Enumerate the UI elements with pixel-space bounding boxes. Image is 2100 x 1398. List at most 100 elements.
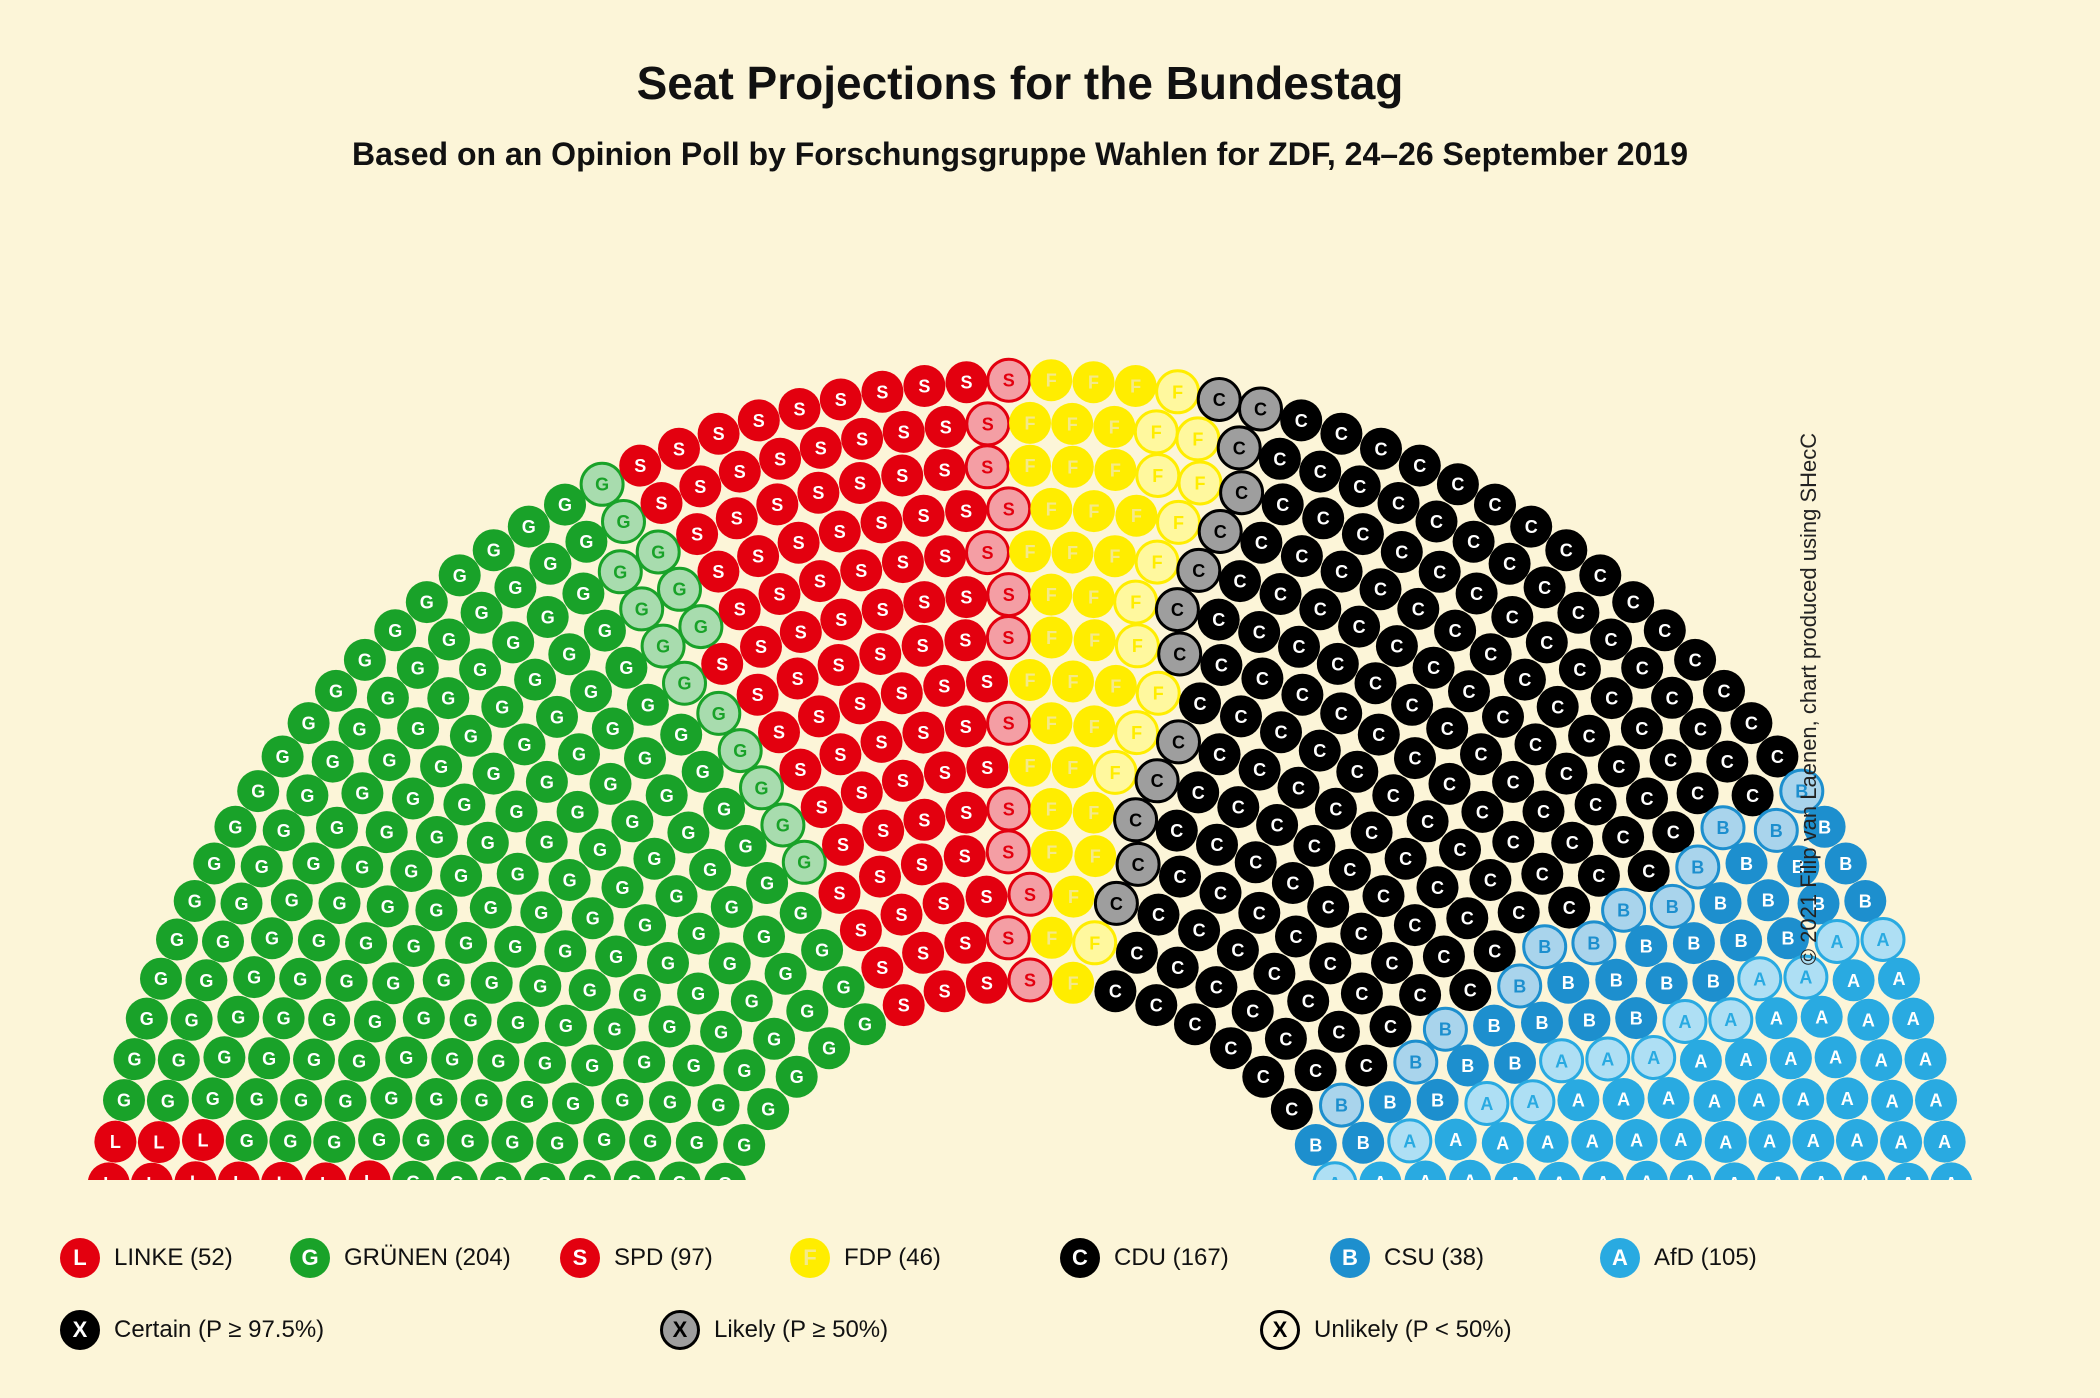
svg-text:S: S [939, 982, 951, 1002]
svg-text:A: A [1753, 969, 1766, 989]
seat-linke: L [261, 1162, 303, 1180]
seat-afd: A [1924, 1121, 1966, 1163]
svg-text:G: G [559, 1016, 573, 1036]
svg-text:C: C [1551, 697, 1564, 717]
seat-gruenen: G [402, 1119, 444, 1161]
seat-spd: S [676, 513, 718, 555]
svg-text:F: F [1152, 553, 1163, 573]
seat-cdu: C [1345, 1045, 1387, 1087]
svg-text:A: A [1841, 1089, 1854, 1109]
seat-cdu: C [1568, 715, 1610, 757]
seat-gruenen: G [703, 788, 745, 830]
seat-csu: B [1677, 846, 1719, 888]
seat-afd: A [1541, 1040, 1583, 1082]
seat-gruenen: G [339, 708, 381, 750]
seat-gruenen: G [595, 936, 637, 978]
seat-gruenen: G [427, 677, 469, 719]
seat-cdu: C [1177, 771, 1219, 813]
svg-text:G: G [754, 778, 768, 798]
seat-afd: A [1816, 921, 1858, 963]
seat-afd: A [1844, 1161, 1886, 1180]
seat-cdu: C [1370, 1006, 1412, 1048]
seat-gruenen: G [601, 1079, 643, 1121]
svg-text:F: F [1046, 628, 1057, 648]
svg-text:G: G [355, 858, 369, 878]
svg-text:G: G [711, 1096, 725, 1116]
svg-text:C: C [1503, 554, 1516, 574]
seat-fdp: F [1051, 403, 1093, 445]
legend-afd: AAfD (105) [1600, 1238, 1757, 1278]
confidence-label-0: Certain (P ≥ 97.5%) [114, 1316, 324, 1344]
svg-text:G: G [355, 784, 369, 804]
seat-cdu: C [1706, 741, 1748, 783]
seat-afd: A [1482, 1122, 1524, 1164]
seat-gruenen: G [741, 767, 783, 809]
svg-text:C: C [1351, 762, 1364, 782]
svg-text:C: C [1192, 783, 1205, 803]
svg-text:B: B [1610, 970, 1623, 990]
svg-text:C: C [1642, 862, 1655, 882]
seat-fdp: F [1136, 541, 1178, 583]
svg-text:C: C [1246, 1001, 1259, 1021]
seat-gruenen: G [403, 997, 445, 1039]
seat-spd: S [862, 589, 904, 631]
svg-text:G: G [558, 942, 572, 962]
seat-cdu: C [1449, 969, 1491, 1011]
seat-gruenen: G [642, 625, 684, 667]
seat-gruenen: G [677, 973, 719, 1015]
seat-fdp: F [1177, 418, 1219, 460]
seat-gruenen: G [571, 1045, 613, 1087]
seat-gruenen: G [374, 609, 416, 651]
seat-fdp: F [1030, 488, 1072, 530]
svg-text:C: C [1536, 864, 1549, 884]
svg-text:S: S [834, 745, 846, 765]
svg-text:G: G [672, 580, 686, 600]
seat-cdu: C [1196, 824, 1238, 866]
seat-csu: B [1726, 842, 1768, 884]
seat-fdp: F [1093, 406, 1135, 448]
seat-cdu: C [1621, 707, 1663, 749]
seat-cdu: C [1336, 751, 1378, 793]
svg-text:C: C [1213, 390, 1226, 410]
seat-gruenen: G [140, 958, 182, 1000]
seat-spd: S [946, 361, 988, 403]
svg-text:G: G [669, 887, 683, 907]
legend-dot-spd: S [560, 1238, 600, 1278]
svg-text:A: A [1640, 1172, 1653, 1180]
seat-cdu: C [1240, 388, 1282, 430]
seat-spd: S [945, 705, 987, 747]
svg-text:G: G [352, 720, 366, 740]
svg-text:F: F [1110, 461, 1121, 481]
svg-text:G: G [277, 821, 291, 841]
svg-text:L: L [110, 1132, 121, 1152]
page-title: Seat Projections for the Bundestag [0, 56, 2040, 110]
seat-cdu: C [1456, 573, 1498, 615]
svg-text:C: C [1253, 760, 1266, 780]
svg-text:C: C [1537, 802, 1550, 822]
svg-text:G: G [199, 971, 213, 991]
svg-text:C: C [1721, 752, 1734, 772]
svg-text:G: G [188, 892, 202, 912]
seat-gruenen: G [624, 737, 666, 779]
seat-gruenen: G [558, 733, 600, 775]
svg-text:B: B [1357, 1133, 1370, 1153]
svg-text:C: C [1335, 424, 1348, 444]
svg-text:C: C [1484, 871, 1497, 891]
svg-text:G: G [637, 1053, 651, 1073]
svg-text:S: S [694, 477, 706, 497]
svg-text:C: C [1529, 735, 1542, 755]
svg-text:A: A [1586, 1131, 1599, 1151]
svg-text:C: C [1413, 456, 1426, 476]
svg-text:C: C [1430, 512, 1443, 532]
svg-text:A: A [1807, 1131, 1820, 1151]
seat-spd: S [818, 644, 860, 686]
seat-spd: S [923, 665, 965, 707]
seat-spd: S [841, 771, 883, 813]
seat-gruenen: G [548, 633, 590, 675]
svg-text:G: G [628, 1172, 642, 1180]
svg-text:S: S [774, 449, 786, 469]
seat-gruenen: G [723, 1049, 765, 1091]
svg-text:B: B [1431, 1090, 1444, 1110]
seat-spd: S [967, 403, 1009, 445]
svg-text:C: C [1253, 623, 1266, 643]
